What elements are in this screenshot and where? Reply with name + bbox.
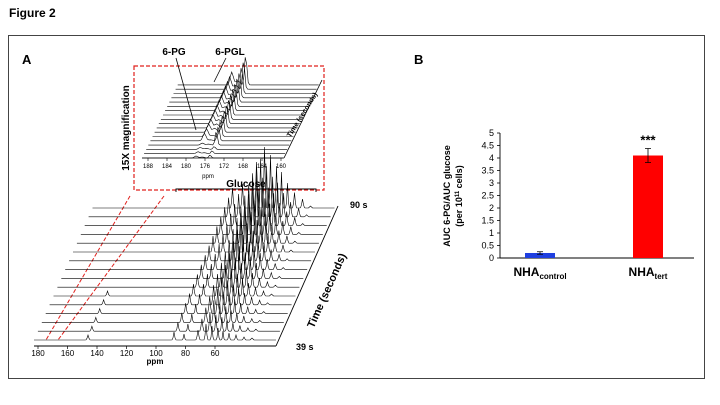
inset-tick-label: 172 [219, 164, 230, 170]
inset-tick-label: 164 [257, 164, 268, 170]
main-tick-label: 160 [61, 349, 75, 358]
bar-tert [633, 155, 663, 258]
inset-spectrum-trace [175, 62, 317, 90]
inset-time-axis [283, 79, 323, 159]
main-spectrum-trace [92, 146, 335, 209]
main-tick-label: 60 [211, 349, 220, 358]
main-spectrum-trace [45, 288, 288, 314]
main-spectrum-trace [73, 205, 315, 253]
main-spectrum-trace [34, 323, 276, 341]
main-tick-label: 180 [31, 349, 45, 358]
inset-spectrum-trace [146, 146, 288, 150]
bar-control [525, 253, 555, 258]
peak-label-6pgl: 6-PGL [215, 47, 244, 58]
error-bar-tert [645, 148, 651, 163]
main-spectrum-trace [88, 158, 331, 218]
inset-spectrum-trace [167, 84, 309, 107]
figure-title: Figure 2 [9, 6, 56, 20]
peak-label-6pg: 6-PG [162, 47, 186, 58]
bar-chart-marks: NHAcontrol *** NHAtert [513, 133, 667, 282]
main-tick-label: 100 [149, 349, 163, 358]
inset-tick-label: 176 [200, 164, 211, 170]
main-spectrum-trace [61, 241, 304, 279]
inset-box [133, 65, 325, 191]
inset-spectrum-trace [160, 100, 302, 120]
inset-spectrum-trace [171, 73, 313, 99]
inset-spectrum-trace [156, 111, 298, 129]
main-spectrum-trace [76, 194, 319, 244]
inset-spectrum-trace [169, 78, 311, 103]
main-tick-label: 120 [120, 349, 134, 358]
inset-spectrum-trace [144, 150, 286, 154]
peak-arrow-6pgl [213, 57, 227, 83]
bar-ytick-label: 0.5 [481, 241, 494, 251]
inset-spectrum-trace [148, 131, 290, 146]
bar-ytick-label: 4.5 [481, 141, 494, 151]
inset-spectrum-trace [158, 105, 300, 124]
bar-category-label: NHAtert [629, 265, 668, 281]
inset-ppm-label: ppm [202, 174, 214, 180]
main-spectra [34, 146, 335, 341]
main-spectrum-trace [65, 229, 308, 270]
glucose-bracket [175, 188, 317, 192]
inset-tick-label: 168 [238, 164, 249, 170]
peak-arrow-6pg [175, 57, 197, 131]
main-tick-label: 140 [90, 349, 104, 358]
bar-ylabel-line2: (per 1011 cells) [454, 165, 464, 226]
inset-spectrum-trace [150, 126, 292, 142]
inset-spectrum-trace [165, 89, 307, 111]
bar-ytick-label: 3 [489, 178, 494, 188]
glucose-label: Glucose [226, 179, 266, 190]
inset-spectrum-trace [152, 120, 294, 137]
bar-category-label: NHAcontrol [513, 265, 566, 281]
inset-spectrum-trace [177, 57, 319, 86]
bar-ytick-label: 1.5 [481, 216, 494, 226]
inset-tick-label: 184 [162, 164, 173, 170]
main-spectrum-trace [57, 253, 300, 288]
inset-spectrum-trace [154, 116, 296, 133]
bar-ytick-label: 2.5 [481, 191, 494, 201]
inset-spectrum-trace [163, 94, 304, 116]
bar-ytick-label: 4 [489, 153, 494, 163]
bar-ytick-label: 0 [489, 253, 494, 263]
significance-marker: *** [640, 133, 656, 148]
time-start-label: 39 s [296, 342, 314, 352]
figure-frame [8, 35, 705, 379]
bar-ylabel-line1: AUC 6-PG/AUC glucose [442, 145, 452, 247]
inset-ylabel: 15X magnification [121, 85, 132, 171]
time-end-label: 90 s [350, 200, 368, 210]
inset-tick-label: 180 [181, 164, 192, 170]
main-spectrum-trace [37, 312, 280, 332]
zoom-line-left [45, 195, 131, 341]
panel-b-label: B [414, 52, 424, 67]
bar-ytick-label: 5 [489, 128, 494, 138]
inset-tick-label: 160 [276, 164, 287, 170]
main-time-axis [275, 205, 339, 347]
bar-ytick-label: 1 [489, 228, 494, 238]
main-spectrum-trace [49, 276, 292, 306]
panel-a-label: A [22, 52, 32, 67]
main-spectrum-trace [53, 264, 296, 297]
bar-ytick-label: 2 [489, 203, 494, 213]
main-spectrum-trace [80, 182, 323, 235]
main-spectrum-trace [84, 170, 327, 226]
main-ppm-label: ppm [147, 357, 164, 366]
inset-spectrum-trace [173, 68, 315, 94]
inset-tick-label: 188 [143, 164, 154, 170]
error-bar-control [537, 251, 543, 255]
bar-ytick-label: 3.5 [481, 166, 494, 176]
main-spectrum-trace [41, 300, 284, 323]
main-tick-label: 80 [181, 349, 190, 358]
